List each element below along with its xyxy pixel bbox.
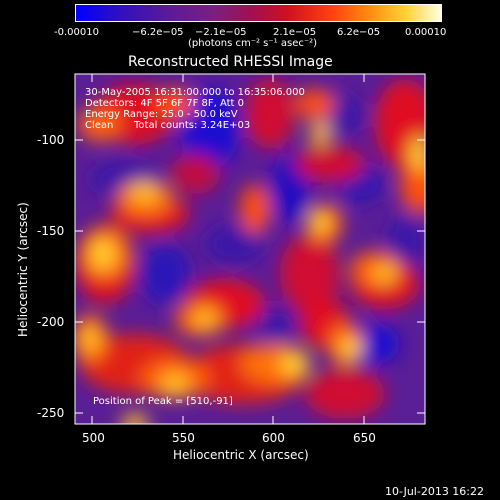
x-tick-label: 550 bbox=[172, 431, 195, 445]
colorbar-tick: -0.00010 bbox=[54, 27, 99, 38]
colorbar-tick: 2.1e−05 bbox=[273, 27, 317, 38]
y-tick-label: -100 bbox=[37, 133, 65, 147]
y-tick-label: -150 bbox=[37, 224, 65, 238]
annotation-time-range: 30-May-2005 16:31:00.000 to 16:35:06.000 bbox=[85, 87, 305, 98]
footer-timestamp: 10-Jul-2013 16:22 bbox=[385, 485, 485, 498]
rhessi-image: 30-May-2005 16:31:00.000 to 16:35:06.000… bbox=[75, 74, 425, 424]
colorbar-tick: 6.2e−05 bbox=[337, 27, 381, 38]
x-axis-label: Heliocentric X (arcsec) bbox=[173, 448, 309, 462]
colorbar bbox=[75, 4, 442, 22]
colorbar-tick: 0.00010 bbox=[405, 27, 447, 38]
annotation-algorithm: Clean bbox=[85, 120, 114, 131]
colorbar-tick: −6.2e−05 bbox=[132, 27, 184, 38]
x-tick-label: 650 bbox=[353, 431, 376, 445]
plot-title: Reconstructed RHESSI Image bbox=[128, 54, 333, 70]
y-axis-label: Heliocentric Y (arcsec) bbox=[16, 202, 30, 337]
x-tick-label: 600 bbox=[262, 431, 285, 445]
annotation-detectors: Detectors: 4F 5F 6F 7F 8F, Att 0 bbox=[85, 98, 245, 109]
colorbar-tick: −2.1e−05 bbox=[195, 27, 247, 38]
annotation-peak: Position of Peak = [510,-91] bbox=[93, 396, 233, 407]
colorbar-unit-label: (photons cm⁻² s⁻¹ asec⁻²) bbox=[188, 38, 318, 49]
annotation-counts: Total counts: 3.24E+03 bbox=[134, 120, 251, 131]
intensity-map bbox=[75, 74, 425, 424]
y-tick-label: -200 bbox=[37, 315, 65, 329]
y-tick-label: -250 bbox=[37, 406, 65, 420]
annotation-energy: Energy Range: 25.0 - 50.0 keV bbox=[85, 109, 238, 120]
x-tick-label: 500 bbox=[82, 431, 105, 445]
